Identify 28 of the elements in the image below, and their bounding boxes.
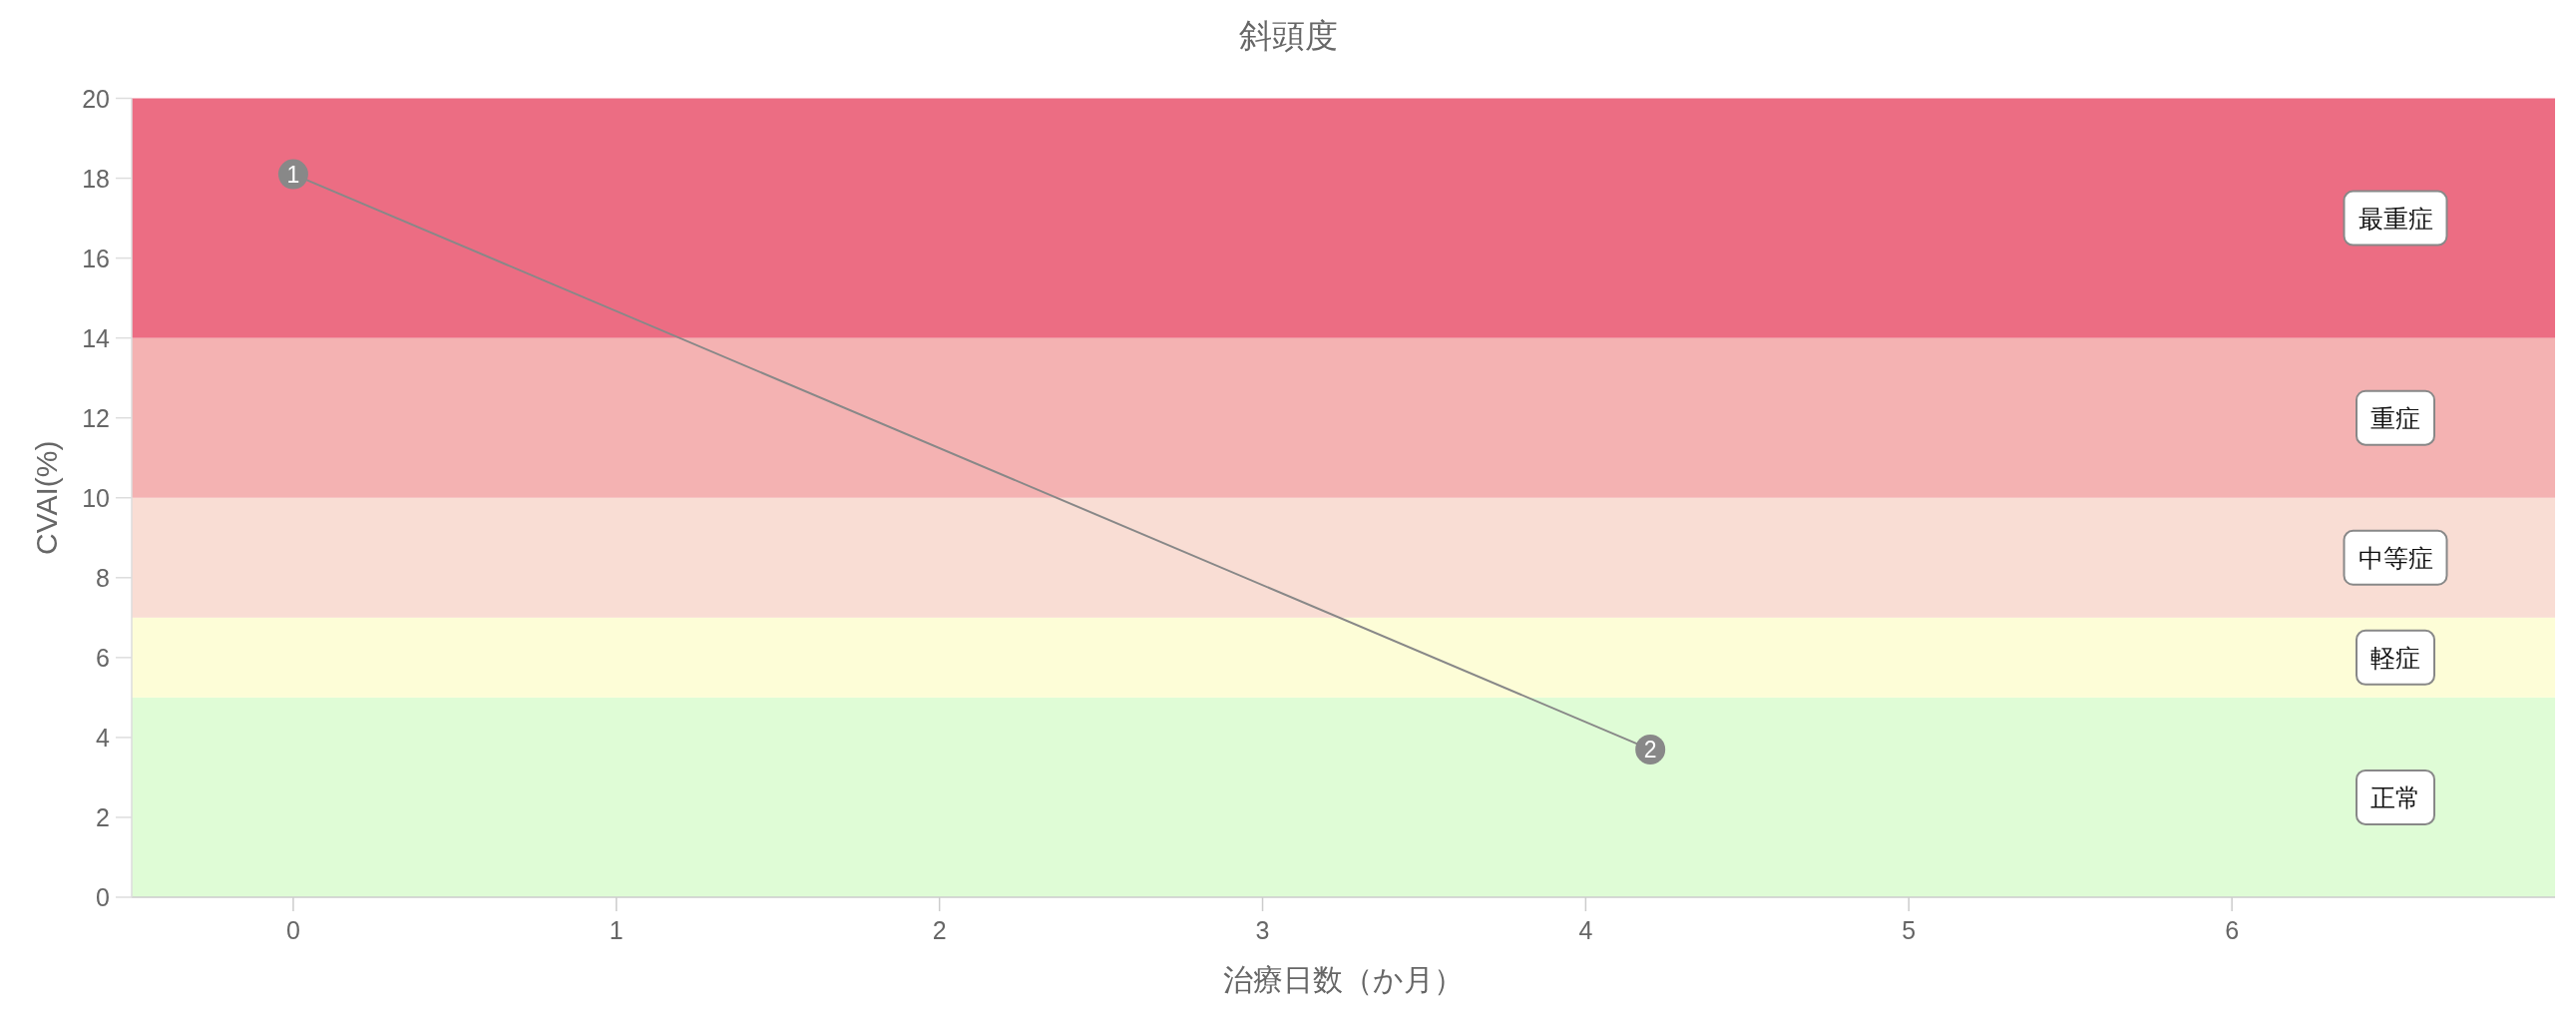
y-tick-label: 12 — [82, 403, 110, 432]
x-axis-title: 治療日数（か月） — [1223, 963, 1464, 996]
y-tick-label: 20 — [82, 84, 110, 113]
annotation: 2 — [1643, 736, 1657, 763]
y-axis-title: CVAI(%) — [30, 440, 63, 555]
y-tick-label: 10 — [82, 483, 110, 512]
band-label: 重症 — [2370, 403, 2420, 432]
y-tick-label: 4 — [96, 723, 111, 752]
chart-title: 斜頭度 — [1238, 17, 1338, 54]
x-tick-label: 4 — [1578, 916, 1593, 944]
y-tick-label: 2 — [96, 802, 110, 831]
y-tick-label: 0 — [96, 883, 110, 911]
y-tick-label: 6 — [96, 643, 110, 672]
x-tick-label: 2 — [932, 916, 947, 944]
x-tick-label: 6 — [2225, 916, 2240, 944]
y-tick-label: 18 — [82, 164, 110, 193]
band-label: 正常 — [2370, 782, 2420, 811]
y-tick-label: 14 — [82, 323, 111, 352]
y-tick-label: 8 — [96, 563, 110, 592]
y-tick-label: 16 — [82, 244, 110, 272]
x-tick-label: 3 — [1255, 916, 1270, 944]
x-tick-label: 0 — [285, 916, 300, 944]
band-label: 中等症 — [2358, 543, 2433, 572]
x-tick-label: 5 — [1902, 916, 1917, 944]
band-label: 軽症 — [2370, 643, 2420, 672]
annotation: 1 — [286, 161, 300, 188]
band-label: 最重症 — [2358, 204, 2433, 233]
x-tick-label: 1 — [609, 916, 624, 944]
